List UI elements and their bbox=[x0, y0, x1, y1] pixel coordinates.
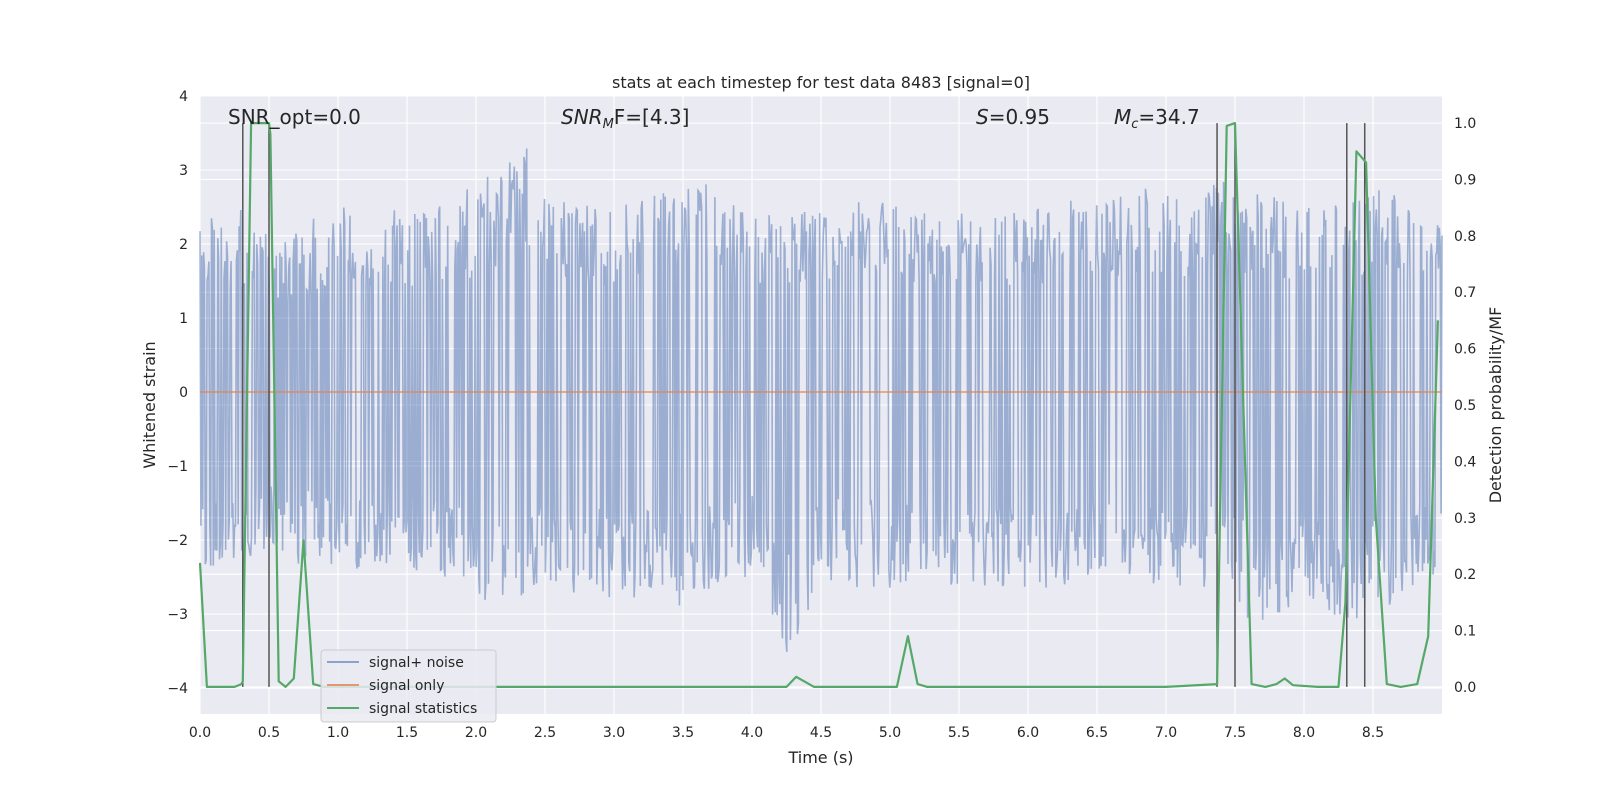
x-tick-label: 2.5 bbox=[534, 725, 556, 741]
legend: signal+ noise signal only signal statist… bbox=[320, 649, 497, 723]
annotation-snr-mf: SNRMF=[4.3] bbox=[561, 105, 689, 132]
right-y-tick-label: 0.1 bbox=[1454, 624, 1476, 640]
left-y-tick-labels: −4 −3 −2 −1 0 1 2 3 4 bbox=[167, 89, 188, 697]
right-y-tick-label: 0.2 bbox=[1454, 567, 1476, 583]
x-tick-label: 4.5 bbox=[810, 725, 832, 741]
left-y-tick-label: −3 bbox=[167, 607, 188, 623]
x-tick-label: 2.0 bbox=[465, 725, 487, 741]
x-tick-label: 6.0 bbox=[1017, 725, 1039, 741]
legend-label-noise: signal+ noise bbox=[369, 655, 464, 671]
x-axis-label: Time (s) bbox=[787, 748, 853, 767]
legend-label-stats: signal statistics bbox=[369, 701, 477, 717]
x-tick-label: 0.5 bbox=[258, 725, 280, 741]
left-y-tick-label: −2 bbox=[167, 533, 188, 549]
detection-vertical-lines bbox=[242, 123, 1366, 687]
annotation-mc: Mc=34.7 bbox=[1114, 105, 1200, 132]
signal-statistics-line bbox=[198, 122, 1439, 688]
x-tick-label: 1.0 bbox=[327, 725, 349, 741]
x-tick-label: 4.0 bbox=[741, 725, 763, 741]
right-y-tick-labels: 0.0 0.1 0.2 0.3 0.4 0.5 0.6 0.7 0.8 0.9 1.0 bbox=[1454, 116, 1476, 696]
annotation-s: S=0.95 bbox=[976, 105, 1050, 129]
x-tick-label: 7.0 bbox=[1155, 725, 1177, 741]
left-y-tick-label: 3 bbox=[179, 163, 188, 179]
x-tick-label: 3.5 bbox=[672, 725, 694, 741]
legend-label-signal: signal only bbox=[369, 678, 444, 694]
x-tick-label: 8.5 bbox=[1362, 725, 1384, 741]
right-y-tick-label: 0.0 bbox=[1454, 680, 1476, 696]
x-tick-label: 6.5 bbox=[1086, 725, 1108, 741]
chart-title: stats at each timestep for test data 848… bbox=[612, 73, 1030, 92]
x-tick-label: 5.5 bbox=[948, 725, 970, 741]
left-y-tick-label: −1 bbox=[167, 459, 188, 475]
left-y-axis-label: Whitened strain bbox=[140, 341, 159, 468]
left-y-tick-label: 1 bbox=[179, 311, 188, 327]
x-tick-label: 7.5 bbox=[1224, 725, 1246, 741]
right-y-tick-label: 0.8 bbox=[1454, 229, 1476, 245]
signal-statistics-series bbox=[198, 122, 1439, 688]
right-y-tick-label: 0.5 bbox=[1454, 398, 1476, 414]
x-tick-label: 3.0 bbox=[603, 725, 625, 741]
left-y-tick-label: 2 bbox=[179, 237, 188, 253]
left-y-tick-label: 4 bbox=[179, 89, 188, 105]
right-y-axis-label: Detection probability/MF bbox=[1486, 307, 1505, 504]
legend-box bbox=[320, 649, 497, 723]
x-tick-label: 0.0 bbox=[189, 725, 211, 741]
left-y-tick-label: 0 bbox=[179, 385, 188, 401]
right-y-tick-label: 1.0 bbox=[1454, 116, 1476, 132]
left-y-tick-label: −4 bbox=[167, 681, 188, 697]
annotation-snr-opt: SNR_opt=0.0 bbox=[228, 105, 361, 129]
right-y-tick-label: 0.4 bbox=[1454, 454, 1476, 470]
right-y-tick-label: 0.3 bbox=[1454, 511, 1476, 527]
x-tick-label: 8.0 bbox=[1293, 725, 1315, 741]
x-tick-label: 5.0 bbox=[879, 725, 901, 741]
right-y-tick-label: 0.9 bbox=[1454, 172, 1476, 188]
x-tick-labels: 0.0 0.5 1.0 1.5 2.0 2.5 3.0 3.5 4.0 4.5 5.0 5.5 6.0 6… bbox=[189, 725, 1384, 741]
right-y-tick-label: 0.6 bbox=[1454, 342, 1476, 358]
right-y-tick-label: 0.7 bbox=[1454, 285, 1476, 301]
x-tick-label: 1.5 bbox=[396, 725, 418, 741]
